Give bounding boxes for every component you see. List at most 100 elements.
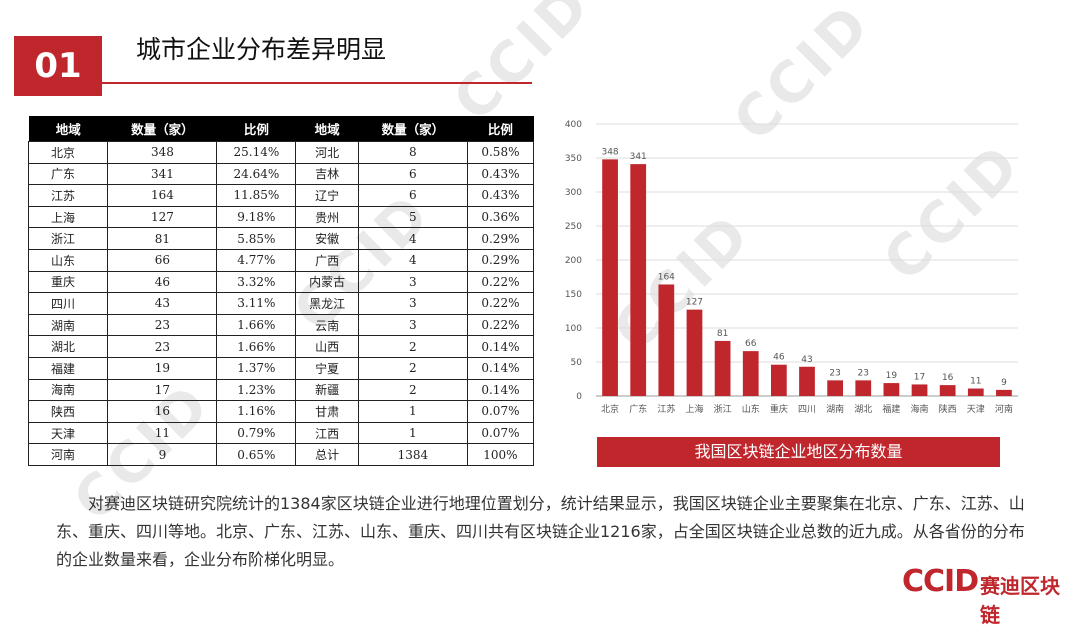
table-cell: 1	[357, 421, 468, 445]
data-label: 66	[745, 339, 757, 349]
table-cell: 348	[107, 141, 218, 164]
bar	[686, 309, 703, 396]
table-cell: 19	[107, 356, 218, 380]
data-label: 46	[773, 353, 785, 363]
bar	[967, 388, 984, 396]
ccid-logo: CCID 赛迪区块链	[902, 564, 1072, 627]
data-label: 16	[942, 373, 954, 383]
data-label: 9	[1001, 378, 1007, 388]
x-tick-label: 山东	[742, 403, 760, 415]
bar	[770, 364, 787, 396]
title-underline	[102, 82, 532, 84]
table-row: 河南 9 0.65% 总计 1384 100%	[27, 443, 535, 466]
table-cell: 23	[107, 335, 218, 358]
data-label: 127	[686, 298, 703, 308]
table-cell: 陕西	[27, 400, 109, 423]
bar	[602, 159, 618, 396]
table-cell: 黑龙江	[295, 292, 359, 315]
table-cell: 1.16%	[216, 400, 297, 423]
table-cell: 福建	[27, 356, 109, 380]
table-cell: 贵州	[295, 205, 359, 229]
table-row: 广东 341 24.64% 吉林 6 0.43%	[27, 162, 535, 186]
table-cell: 重庆	[27, 270, 109, 294]
table-cell: 河北	[295, 141, 359, 164]
table-cell: 广西	[295, 248, 359, 272]
table-cell: 宁夏	[295, 356, 359, 380]
table-cell: 8	[357, 141, 468, 164]
x-tick-label: 江苏	[657, 403, 675, 415]
y-tick-label: 0	[576, 392, 582, 402]
y-tick-label: 250	[565, 222, 582, 232]
x-tick-label: 福建	[882, 403, 900, 415]
table-cell: 5.85%	[216, 227, 297, 250]
bar	[911, 384, 928, 396]
bar	[742, 351, 759, 396]
table-cell: 3.32%	[216, 270, 297, 294]
table-header-cell: 比例	[216, 116, 296, 142]
x-tick-label: 湖南	[826, 403, 844, 415]
x-tick-label: 天津	[967, 404, 985, 415]
table-cell: 0.65%	[216, 443, 297, 466]
section-number: 01	[34, 46, 82, 86]
table-row: 湖南 23 1.66% 云南 3 0.22%	[27, 313, 535, 337]
x-tick-label: 广东	[629, 403, 647, 415]
x-tick-label: 湖北	[854, 404, 872, 415]
table-cell: 6	[357, 184, 468, 207]
table-cell: 辽宁	[295, 184, 359, 207]
table-cell: 0.43%	[466, 162, 535, 186]
table-header-cell: 数量（家）	[107, 116, 217, 142]
data-label: 43	[801, 355, 812, 365]
table-cell: 1.37%	[216, 356, 297, 380]
table-cell: 11.85%	[216, 184, 297, 207]
table-cell: 43	[107, 292, 218, 315]
table-cell: 天津	[27, 421, 109, 445]
data-label: 81	[717, 329, 728, 339]
table-cell: 上海	[27, 205, 109, 229]
table-header-row: 地域 数量（家） 比例 地域 数量（家） 比例	[28, 116, 534, 142]
table-cell: 6	[357, 162, 468, 186]
table-row: 上海 127 9.18% 贵州 5 0.36%	[27, 205, 535, 229]
bar	[827, 380, 844, 396]
table-cell: 81	[107, 227, 218, 250]
data-label: 17	[914, 372, 925, 382]
table-cell: 0.79%	[216, 421, 297, 445]
table-header-cell: 地域	[28, 116, 108, 142]
table-cell: 100%	[466, 443, 535, 466]
table-cell: 总计	[295, 443, 359, 466]
data-label: 348	[601, 147, 618, 157]
table-cell: 2	[357, 335, 468, 358]
table-cell: 湖南	[27, 313, 109, 337]
table-cell: 4	[357, 227, 468, 250]
table-cell: 江苏	[27, 184, 109, 207]
table-cell: 25.14%	[216, 141, 297, 164]
table-header-cell: 数量（家）	[358, 116, 468, 142]
x-tick-label: 海南	[911, 403, 929, 415]
table-row: 天津 11 0.79% 江西 1 0.07%	[27, 421, 535, 445]
table-cell: 2	[357, 378, 468, 402]
table-cell: 11	[107, 421, 218, 445]
x-tick-label: 北京	[601, 403, 619, 415]
x-tick-label: 陕西	[939, 403, 957, 415]
bar	[799, 366, 815, 396]
table-cell: 0.22%	[466, 292, 535, 315]
bar	[996, 389, 1012, 396]
table-cell: 127	[107, 205, 218, 229]
table-cell: 2	[357, 356, 468, 380]
table-cell: 内蒙古	[295, 270, 359, 294]
table-row: 北京 348 25.14% 河北 8 0.58%	[27, 141, 535, 164]
data-label: 19	[886, 371, 898, 381]
table-row: 福建 19 1.37% 宁夏 2 0.14%	[27, 356, 535, 380]
y-tick-label: 150	[565, 290, 582, 300]
table-cell: 新疆	[295, 378, 359, 402]
table-row: 江苏 164 11.85% 辽宁 6 0.43%	[27, 184, 535, 207]
table-cell: 江西	[295, 421, 359, 445]
chart-caption: 我国区块链企业地区分布数量	[597, 437, 1000, 467]
table-cell: 0.22%	[466, 313, 535, 337]
data-label: 23	[829, 368, 840, 378]
table-cell: 0.43%	[466, 184, 535, 207]
x-tick-label: 河南	[995, 403, 1013, 415]
y-tick-label: 200	[565, 256, 582, 266]
table-cell: 1.23%	[216, 378, 297, 402]
table-cell: 安徽	[295, 227, 359, 250]
table-cell: 吉林	[295, 162, 359, 186]
